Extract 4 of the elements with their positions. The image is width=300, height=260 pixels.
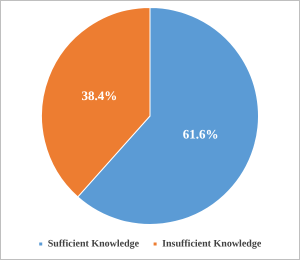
data-label: 38.4% [81, 88, 118, 104]
legend-label: Sufficient Knowledge [48, 238, 140, 250]
data-label: 61.6% [182, 126, 219, 142]
legend-label: Insufficient Knowledge [162, 238, 262, 250]
